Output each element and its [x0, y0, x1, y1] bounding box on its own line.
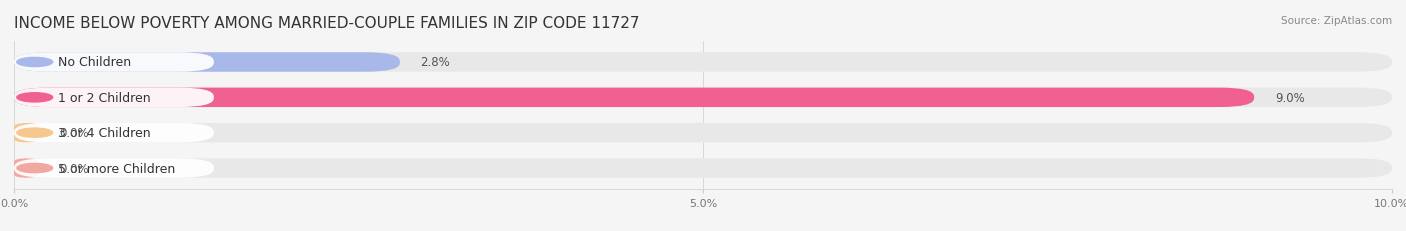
FancyBboxPatch shape — [14, 159, 39, 178]
Text: 0.0%: 0.0% — [59, 127, 89, 140]
Text: 0.0%: 0.0% — [59, 162, 89, 175]
Text: 5 or more Children: 5 or more Children — [58, 162, 176, 175]
FancyBboxPatch shape — [14, 53, 1392, 72]
Text: No Children: No Children — [58, 56, 131, 69]
Text: 3 or 4 Children: 3 or 4 Children — [58, 127, 150, 140]
Circle shape — [17, 93, 52, 103]
Text: 2.8%: 2.8% — [420, 56, 450, 69]
Text: 9.0%: 9.0% — [1275, 91, 1305, 104]
FancyBboxPatch shape — [14, 159, 214, 178]
FancyBboxPatch shape — [14, 159, 1392, 178]
Text: 1 or 2 Children: 1 or 2 Children — [58, 91, 150, 104]
Text: INCOME BELOW POVERTY AMONG MARRIED-COUPLE FAMILIES IN ZIP CODE 11727: INCOME BELOW POVERTY AMONG MARRIED-COUPL… — [14, 16, 640, 31]
FancyBboxPatch shape — [14, 123, 214, 143]
Circle shape — [17, 128, 52, 138]
FancyBboxPatch shape — [14, 123, 1392, 143]
FancyBboxPatch shape — [14, 53, 214, 72]
FancyBboxPatch shape — [14, 88, 1392, 108]
Text: Source: ZipAtlas.com: Source: ZipAtlas.com — [1281, 16, 1392, 26]
FancyBboxPatch shape — [14, 88, 214, 108]
Circle shape — [17, 164, 52, 173]
FancyBboxPatch shape — [14, 53, 399, 72]
Circle shape — [17, 58, 52, 67]
FancyBboxPatch shape — [14, 88, 1254, 108]
FancyBboxPatch shape — [14, 123, 39, 143]
